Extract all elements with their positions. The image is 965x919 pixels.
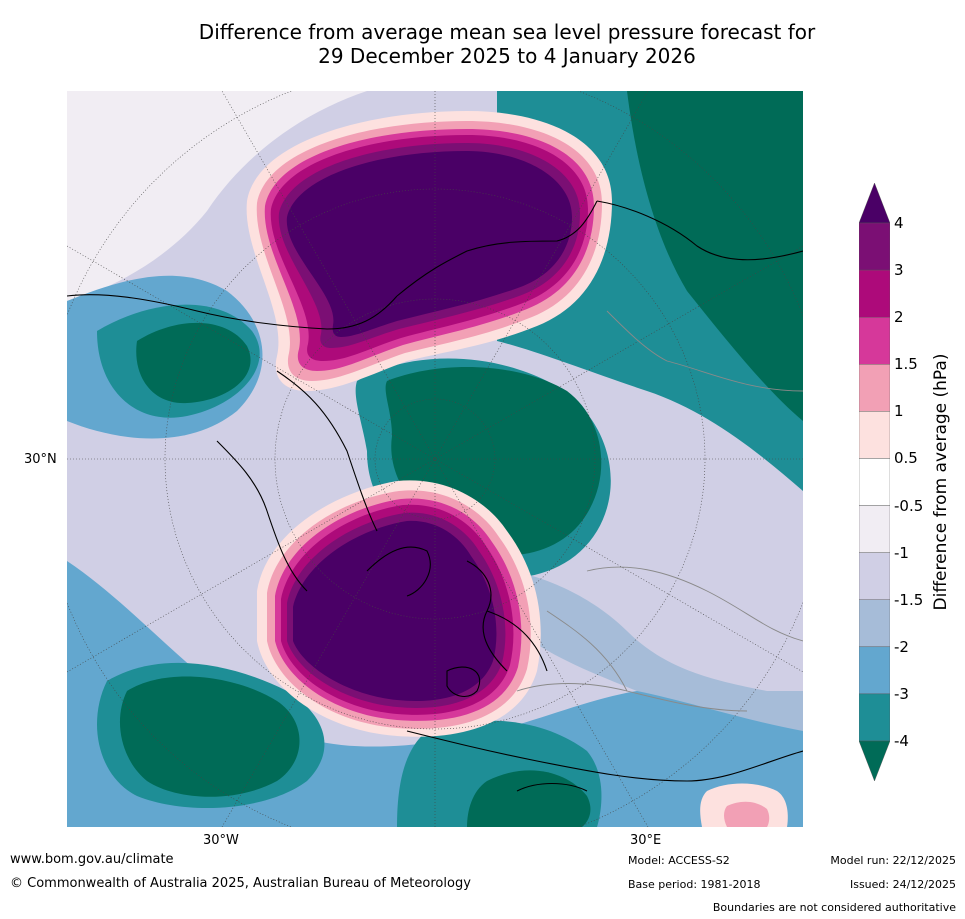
- region-atlantic-low: [119, 676, 300, 797]
- colorbar-bin-10: [859, 646, 890, 695]
- colorbar-tick-label: -3: [894, 684, 909, 703]
- map-canvas: [67, 91, 803, 827]
- footer-base-period: Base period: 1981-2018: [628, 878, 761, 891]
- colorbar-tick-label: -1: [894, 543, 909, 562]
- footer-disclaimer: Boundaries are not considered authoritat…: [712, 901, 956, 914]
- colorbar-tick-label: -2: [894, 637, 909, 656]
- colorbar-bin-12: [859, 740, 890, 781]
- colorbar: [859, 183, 890, 781]
- colorbar-bin-6: [859, 458, 890, 506]
- coastlines: [67, 200, 803, 792]
- title-line-1: Difference from average mean sea level p…: [198, 20, 816, 44]
- colorbar-tick-label: 1.5: [894, 355, 918, 374]
- colorbar-bin-5: [859, 411, 890, 459]
- label-30n: 30°N: [24, 452, 57, 467]
- colorbar-tick-label: -1.5: [894, 590, 924, 609]
- colorbar-bin-0: [859, 183, 890, 224]
- colorbar-tick-label: 0.5: [894, 449, 918, 468]
- region-east-lows: [67, 91, 803, 491]
- region-alaska-core: [136, 322, 251, 404]
- pressure-anomaly-map: [67, 91, 803, 827]
- label-30e: 30°E: [630, 833, 662, 848]
- colorbar-bin-4: [859, 364, 890, 412]
- siberian-high-core: [286, 151, 572, 337]
- atlantic-high-core: [293, 520, 497, 701]
- region-mediterranean-core: [467, 770, 591, 827]
- region-europe-band: [467, 569, 803, 731]
- colorbar-bin-3: [859, 316, 890, 365]
- footer-model: Model: ACCESS-S2: [628, 854, 730, 867]
- colorbar-bin-9: [859, 599, 890, 648]
- colorbar-tick-label: 3: [894, 261, 904, 280]
- colorbar-bin-1: [859, 222, 890, 271]
- country-borders: [516, 310, 803, 712]
- colorbar-tick-label: 4: [894, 214, 904, 232]
- colorbar-tick-label: -4: [894, 732, 909, 750]
- africa-high-core: [724, 801, 770, 827]
- colorbar-title: Difference from average (hPa): [931, 353, 951, 611]
- colorbar-bin-7: [859, 505, 890, 553]
- colorbar-tick-label: 1: [894, 402, 904, 421]
- footer-website[interactable]: www.bom.gov.au/climate: [10, 852, 174, 867]
- region-north-pale: [67, 91, 367, 301]
- colorbar-tick-label: 2: [894, 308, 904, 327]
- footer-copyright: © Commonwealth of Australia 2025, Austra…: [10, 876, 471, 891]
- region-siberia-low: [627, 91, 803, 421]
- footer-model-run: Model run: 22/12/2025: [830, 854, 956, 867]
- chart-title: Difference from average mean sea level p…: [0, 20, 965, 68]
- graticule: [67, 91, 803, 827]
- colorbar-bin-8: [859, 552, 890, 600]
- colorbar-bin-2: [859, 269, 890, 318]
- colorbar-tick-label: -0.5: [894, 496, 924, 515]
- title-line-2: 29 December 2025 to 4 January 2026: [318, 44, 696, 68]
- colorbar-bins: [859, 183, 890, 781]
- label-30w: 30°W: [203, 833, 239, 848]
- footer-issued: Issued: 24/12/2025: [849, 878, 956, 891]
- colorbar-bin-11: [859, 693, 890, 742]
